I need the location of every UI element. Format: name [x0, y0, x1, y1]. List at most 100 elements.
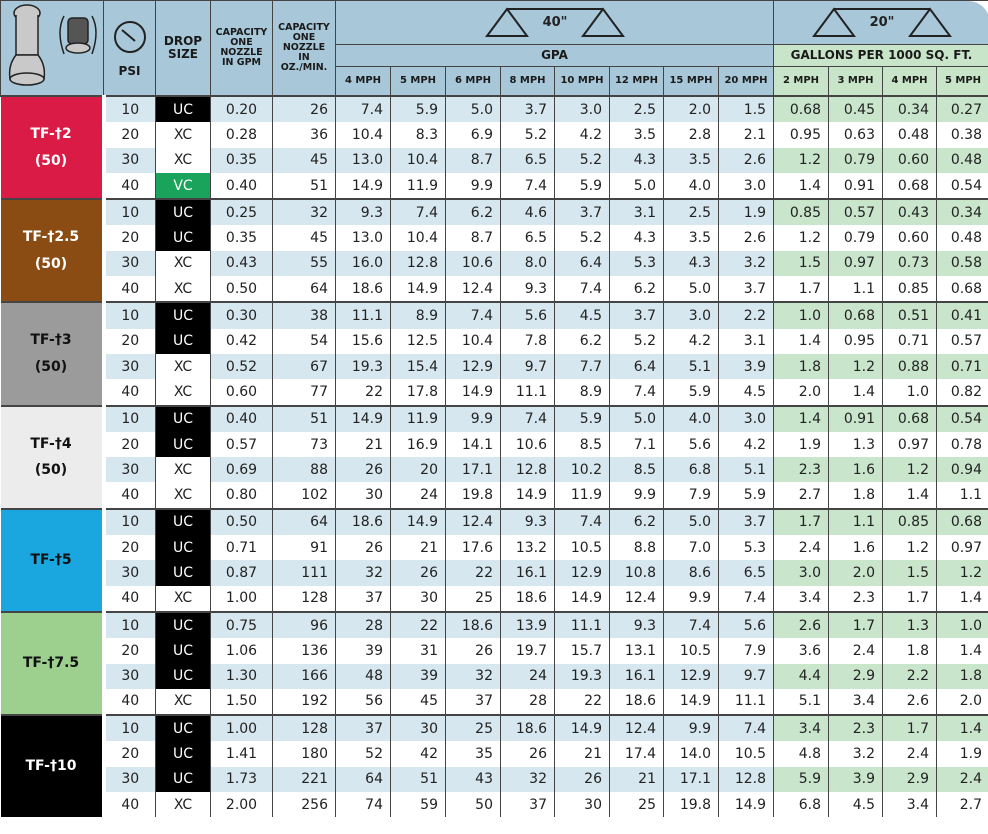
gpa-cell: 18.6: [445, 610, 501, 639]
gallons-per-1000-cell: 1.6: [828, 457, 883, 483]
gpa-cell: 6.4: [554, 250, 610, 277]
gpa-cell: 11.9: [554, 482, 610, 509]
gpa-cell: 4.5: [554, 301, 610, 329]
gpa-cell: 7.4: [500, 404, 555, 432]
gallons-per-1000-cell: 0.79: [828, 147, 883, 173]
capacity-gpm-cell: 1.41: [210, 741, 273, 767]
gpa-cell: 8.6: [663, 560, 719, 586]
gpa-cell: 4.6: [500, 198, 555, 226]
gpa-cell: 30: [390, 714, 446, 742]
gpa-cell: 5.9: [554, 404, 610, 432]
gallons-per-1000-cell: 1.5: [773, 250, 829, 277]
gpa-cell: 10.4: [335, 122, 391, 148]
gpa-cell: 3.5: [663, 147, 719, 173]
gpa-cell: 6.2: [609, 507, 664, 536]
nozzle-model-cell: TF-†2.5 (50): [0, 198, 106, 303]
gpa-cell: 7.7: [554, 353, 610, 380]
gpa-cell: 5.0: [445, 94, 501, 123]
gpa-speed-header: 6 MPH: [445, 66, 501, 97]
gpa-cell: 10.6: [500, 431, 555, 458]
gallons-per-1000-cell: 0.57: [936, 328, 988, 354]
gpa-cell: 8.9: [390, 301, 446, 329]
gpa-cell: 3.9: [718, 353, 774, 380]
gpa-cell: 7.4: [718, 714, 774, 742]
table-row: 30 UC 0.87 111 32 26 22 16.1 12.9 10.8 8.6 6.5 3.0 2.…: [1, 560, 988, 586]
gpa-cell: 10.4: [445, 328, 501, 354]
gpa-cell: 7.4: [500, 172, 555, 200]
gallons-per-1000-cell: 0.85: [773, 198, 829, 226]
gpa-cell: 7.8: [500, 328, 555, 354]
nozzle-model-cell: TF-†10: [0, 714, 106, 818]
gallons-per-1000-cell: 0.97: [828, 250, 883, 277]
gpa-cell: 32: [500, 766, 555, 793]
gpa-cell: 48: [335, 663, 391, 689]
gpa-cell: 4.2: [718, 431, 774, 458]
gpa-cell: 6.2: [445, 198, 501, 226]
table-row: TF-†2 (50) 10 UC 0.20 26 7.4 5.9 5.0 3.7 3.0 2.5 2.0…: [0, 94, 988, 200]
gpa-cell: 7.1: [609, 431, 664, 458]
gpa-cell: 45: [390, 688, 446, 716]
psi-cell: 10: [103, 301, 156, 329]
capacity-oz-cell: 166: [272, 663, 336, 689]
nozzle-model-label: TF-†7.5: [22, 655, 80, 672]
drop-size-badge: XC: [155, 457, 211, 483]
gpa-cell: 5.0: [609, 172, 664, 200]
gpa-cell: 11.1: [554, 610, 610, 639]
gpa-cell: 10.2: [554, 457, 610, 483]
gallons-per-1000-cell: 2.9: [882, 766, 937, 793]
capacity-oz-cell: 221: [272, 766, 336, 793]
gpa-cell: 2.0: [663, 94, 719, 123]
table-row: 30 XC 0.43 55 16.0 12.8 10.6 8.0 6.4 5.3 4.3 3.2 1.5…: [1, 250, 988, 277]
gpa-cell: 3.1: [718, 328, 774, 354]
gallons-per-1000-cell: 0.27: [936, 94, 988, 123]
gpa-cell: 4.0: [663, 172, 719, 200]
capacity-oz-cell: 55: [272, 250, 336, 277]
table-row: 20 UC 0.71 91 26 21 17.6 13.2 10.5 8.8 7.0 5.3 2.4 1.…: [1, 535, 988, 561]
capacity-gpm-cell: 0.25: [210, 198, 273, 226]
gpa-cell: 11.1: [500, 379, 555, 406]
nozzle-model-label: TF-†2: [30, 126, 72, 142]
gallons-per-1000-cell: 0.73: [882, 250, 937, 277]
gallons-per-1000-cell: 2.4: [828, 638, 883, 664]
gpa-cell: 4.3: [663, 250, 719, 277]
psi-cell: 20: [103, 225, 156, 251]
cap-line: NOZZLE: [282, 42, 326, 54]
gpa-cell: 12.4: [609, 714, 664, 742]
gpa-cell: 12.5: [390, 328, 446, 354]
gallons-per-1000-cell: 1.4: [773, 172, 829, 200]
drop-size-badge: XC: [155, 585, 211, 612]
gpa-cell: 35: [445, 741, 501, 767]
gallons-per-1000-cell: 1.9: [773, 431, 829, 458]
gpa-cell: 5.9: [718, 482, 774, 509]
gpa-cell: 13.0: [335, 147, 391, 173]
gpa-cell: 14.9: [500, 482, 555, 509]
gpa-cell: 24: [390, 482, 446, 509]
gallons-per-1000-cell: 1.2: [936, 560, 988, 586]
gallons-per-1000-cell: 0.68: [882, 404, 937, 432]
gpa-cell: 28: [500, 688, 555, 716]
drop-size-badge: XC: [155, 250, 211, 277]
spacing-40-header: 40": [335, 0, 774, 45]
drop-size-badge: XC: [155, 688, 211, 716]
capacity-oz-cell: 128: [272, 714, 336, 742]
gallons-per-1000-cell: 0.85: [882, 276, 937, 303]
table-row: 40 XC 0.50 64 18.6 14.9 12.4 9.3 7.4 6.2 5.0 3.7 1.7…: [1, 276, 988, 303]
capacity-gpm-cell: 0.50: [210, 276, 273, 303]
capacity-oz-cell: 88: [272, 457, 336, 483]
gallons-per-1000-cell: 1.0: [936, 610, 988, 639]
psi-cell: 10: [103, 610, 156, 639]
gpa-cell: 7.4: [554, 276, 610, 303]
capacity-gpm-cell: 0.60: [210, 379, 273, 406]
gpa-cell: 4.2: [554, 122, 610, 148]
table-row: 20 UC 1.06 136 39 31 26 19.7 15.7 13.1 10.5 7.9 3.6 2…: [1, 638, 988, 664]
nozzle-model-label: TF-†5: [30, 552, 72, 569]
psi-cell: 30: [103, 663, 156, 689]
gpa-cell: 12.9: [663, 663, 719, 689]
gpa-cell: 26: [554, 766, 610, 793]
gallons-per-1000-cell: 0.68: [773, 94, 829, 123]
gpa-speed-header: 20 MPH: [718, 66, 774, 97]
gpa-header: GPA: [335, 44, 774, 67]
gpa-cell: 7.4: [609, 379, 664, 406]
gpa-cell: 5.6: [663, 431, 719, 458]
capacity-gpm-cell: 0.20: [210, 94, 273, 123]
